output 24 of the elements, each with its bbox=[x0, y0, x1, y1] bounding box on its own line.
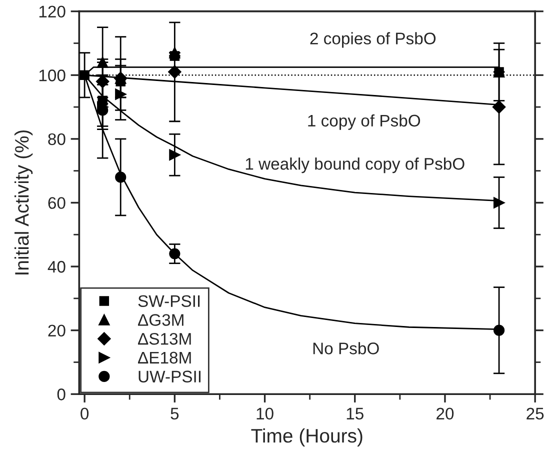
y-tick-label: 60 bbox=[48, 197, 66, 209]
y-tick-label: 80 bbox=[48, 133, 66, 146]
y-axis-title: Initial Activity (%) bbox=[14, 130, 33, 274]
y-tick-label: 20 bbox=[48, 324, 66, 337]
y-tick-label: 100 bbox=[39, 70, 66, 82]
y-tick-label: 0 bbox=[57, 388, 66, 400]
legend-label: SW-PSII bbox=[138, 295, 200, 308]
x-tick-label: 5 bbox=[170, 408, 179, 420]
legend-label: UW-PSII bbox=[138, 370, 200, 382]
x-tick-label: 20 bbox=[436, 408, 454, 420]
annotation: No PsbO bbox=[313, 342, 379, 354]
x-tick-label: 0 bbox=[80, 408, 89, 420]
legend-label: ΔE18M bbox=[138, 352, 191, 364]
x-axis-title: Time (Hours) bbox=[251, 428, 362, 447]
annotation: 2 copies of PsbO bbox=[310, 32, 436, 48]
annotation: 1 weakly bound copy of PsbO bbox=[246, 158, 464, 174]
annotation: 1 copy of PsbO bbox=[308, 114, 420, 130]
legend-label: ΔS13M bbox=[138, 332, 191, 345]
legend-label: ΔG3M bbox=[138, 314, 184, 326]
y-tick-label: 40 bbox=[48, 260, 66, 273]
x-tick-label: 15 bbox=[346, 408, 364, 420]
y-tick-label: 120 bbox=[39, 6, 66, 18]
x-tick-label: 10 bbox=[256, 408, 274, 420]
x-tick-label: 25 bbox=[526, 408, 544, 420]
